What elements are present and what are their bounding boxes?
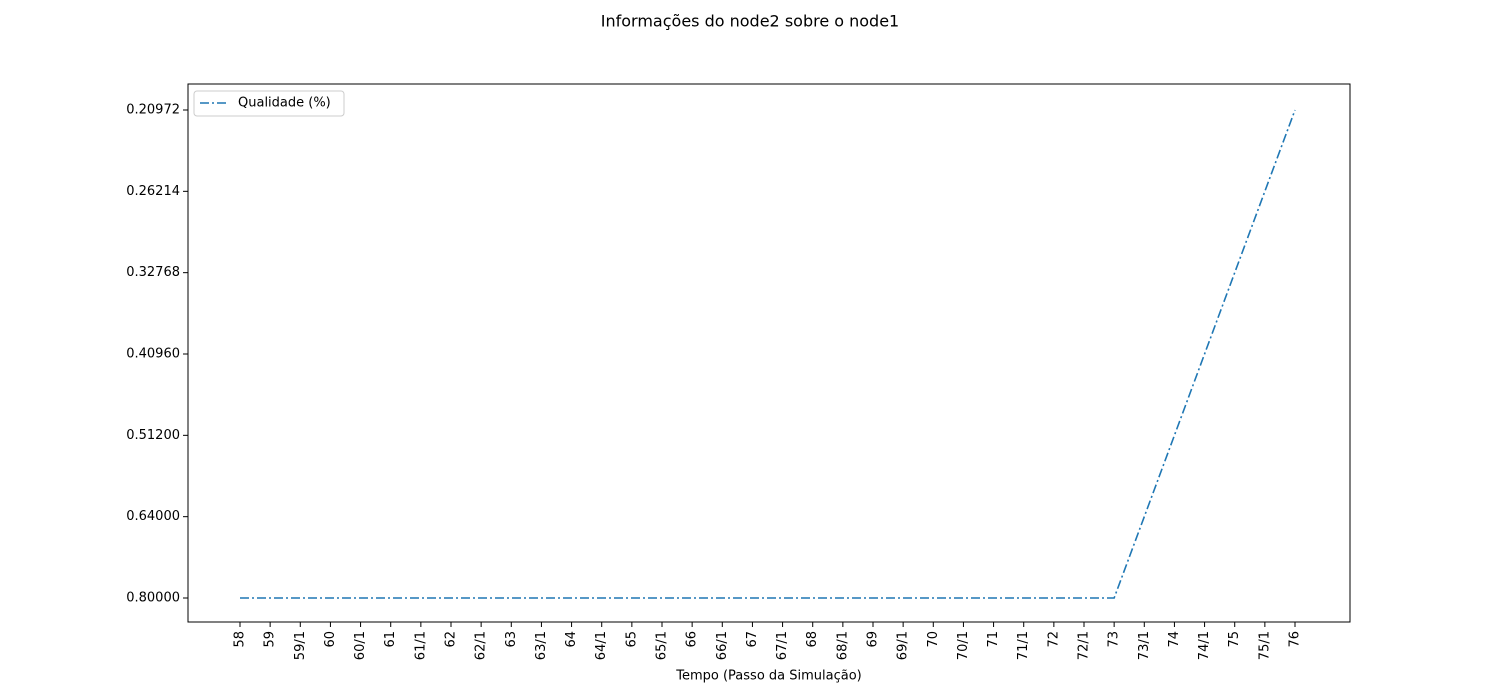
x-tick-label: 64: [564, 631, 579, 648]
y-tick-label: 0.64000: [126, 509, 180, 524]
x-tick-label: 74: [1167, 631, 1182, 648]
x-axis-label: Tempo (Passo da Simulação): [675, 669, 862, 684]
x-tick-label: 63: [504, 631, 519, 648]
x-tick-label: 65/1: [655, 631, 670, 660]
x-tick-label: 71: [986, 631, 1001, 648]
chart-title: Informações do node2 sobre o node1: [601, 12, 899, 31]
line: [240, 109, 1296, 599]
x-tick-label: 72: [1046, 631, 1061, 648]
legend: Qualidade (%): [193, 90, 345, 117]
x-tick-label: 69: [866, 631, 881, 648]
y-tick-label: 0.80000: [126, 591, 180, 606]
x-tick-label: 60: [323, 631, 338, 648]
x-tick-label: 59/1: [293, 631, 308, 660]
legend-label: Qualidade (%): [238, 96, 331, 111]
x-tick-label: 66: [685, 631, 700, 648]
x-tick-label: 68/1: [835, 631, 850, 660]
x-tick-label: 68: [805, 631, 820, 648]
x-tick-label: 72/1: [1077, 631, 1092, 660]
x-tick-label: 58: [233, 631, 248, 648]
x-tick-label: 64/1: [594, 631, 609, 660]
x-tick-label: 70: [926, 631, 941, 648]
x-tick-label: 73: [1107, 631, 1122, 648]
x-tick-label: 61: [383, 631, 398, 648]
legend-box: [193, 90, 345, 117]
x-tick-label: 65: [624, 631, 639, 648]
x-tick-label: 61/1: [413, 631, 428, 660]
x-tick-label: 70/1: [956, 631, 971, 660]
plot-frame: [187, 83, 1351, 623]
x-tick-label: 66/1: [715, 631, 730, 660]
y-tick-label: 0.20972: [126, 103, 180, 118]
x-tick-label: 60/1: [353, 631, 368, 660]
y-tick-label: 0.26214: [126, 184, 180, 199]
x-tick-label: 75: [1227, 631, 1242, 648]
x-tick-label: 74/1: [1197, 631, 1212, 660]
x-tick-label: 71/1: [1016, 631, 1031, 660]
x-tick-label: 67: [745, 631, 760, 648]
y-tick-label: 0.32768: [126, 265, 180, 280]
x-tick-label: 69/1: [896, 631, 911, 660]
x-tick-label: 62: [444, 631, 459, 648]
x-tick-label: 62/1: [474, 631, 489, 660]
x-tick-label: 67/1: [775, 631, 790, 660]
x-tick-label: 75/1: [1257, 631, 1272, 660]
x-tick-label: 73/1: [1137, 631, 1152, 660]
x-tick-label: 76: [1288, 631, 1303, 648]
x-tick-label: 59: [263, 631, 278, 648]
y-tick-label: 0.40960: [126, 347, 180, 362]
x-tick-label: 63/1: [534, 631, 549, 660]
y-tick-label: 0.51200: [126, 428, 180, 443]
